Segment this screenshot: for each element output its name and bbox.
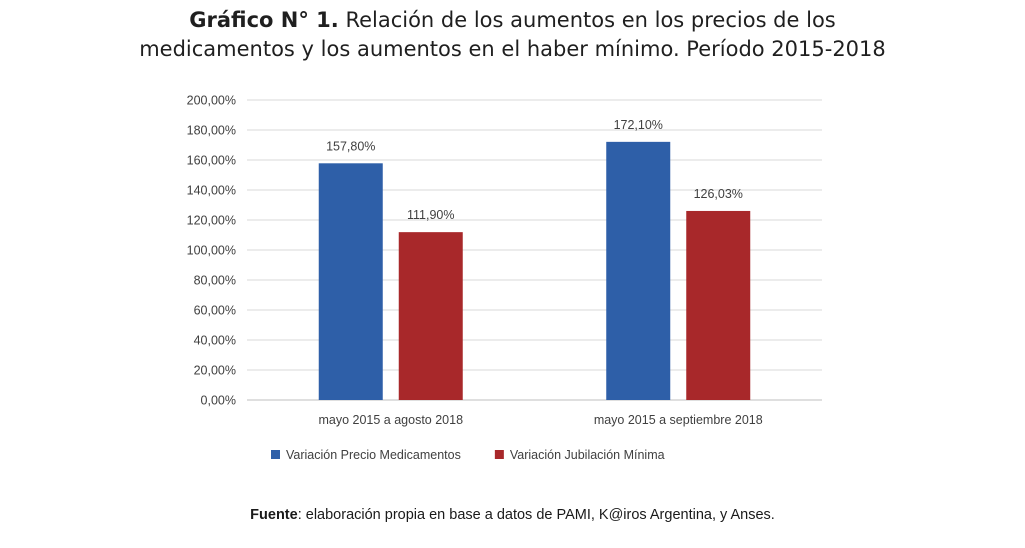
y-tick-label: 20,00% — [194, 364, 236, 378]
data-label: 157,80% — [326, 139, 375, 153]
legend-label: Variación Precio Medicamentos — [286, 448, 461, 462]
chart-title-line2: medicamentos y los aumentos en el haber … — [139, 37, 886, 61]
chart-title-text1: Relación de los aumentos en los precios … — [345, 8, 836, 32]
legend-swatch — [494, 450, 504, 459]
x-category-label: mayo 2015 a agosto 2018 — [318, 413, 463, 427]
legend-label: Variación Jubilación Mínima — [510, 448, 665, 462]
y-tick-label: 160,00% — [187, 154, 236, 168]
chart-title-prefix: Gráfico N° 1. — [189, 8, 339, 32]
y-tick-label: 120,00% — [187, 214, 236, 228]
bar — [686, 210, 751, 400]
y-tick-label: 0,00% — [201, 394, 236, 408]
y-tick-label: 180,00% — [187, 124, 236, 138]
x-category-label: mayo 2015 a septiembre 2018 — [594, 413, 763, 427]
chart-title: Gráfico N° 1. Relación de los aumentos e… — [0, 6, 1025, 64]
data-label: 172,10% — [614, 118, 663, 132]
data-label: 126,03% — [694, 187, 743, 201]
legend-swatch — [271, 450, 280, 459]
bar — [318, 163, 383, 400]
source-note: Fuente: elaboración propia en base a dat… — [0, 507, 1025, 523]
source-label: Fuente — [250, 507, 298, 523]
y-tick-label: 100,00% — [187, 244, 236, 258]
source-text: : elaboración propia en base a datos de … — [297, 507, 775, 523]
y-tick-label: 40,00% — [194, 334, 236, 348]
y-tick-label: 200,00% — [187, 94, 236, 108]
y-tick-label: 140,00% — [187, 184, 236, 198]
y-tick-label: 80,00% — [194, 274, 236, 288]
data-label: 111,90% — [407, 208, 455, 222]
chart-title-line1: Gráfico N° 1. Relación de los aumentos e… — [0, 6, 1025, 35]
bar — [398, 232, 463, 400]
y-tick-label: 60,00% — [194, 304, 236, 318]
bar — [606, 141, 671, 400]
